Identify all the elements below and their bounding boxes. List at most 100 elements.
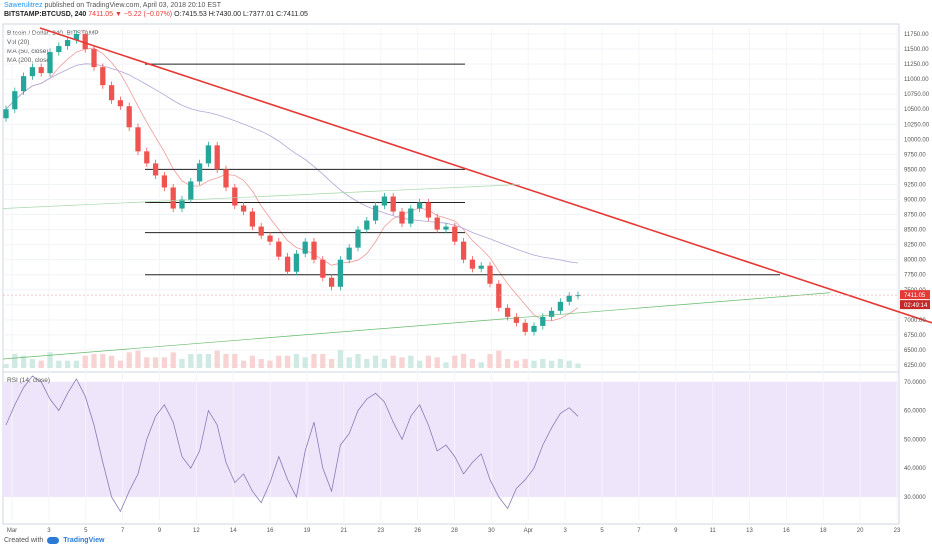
candle-body [258,226,264,236]
price-tick-label: 8500.00 [904,228,926,234]
candle-body [293,253,300,272]
indicator-legend: Bitcoin / Dollar, 240, BITSTAMP Vol (20)… [7,29,99,65]
volume-bar [443,362,449,368]
candle-body [12,91,18,110]
volume-bar [425,355,432,368]
time-tick-label: 28 [451,528,458,534]
candle-body [513,316,520,323]
candle-body [504,307,511,317]
author-link[interactable]: Sawerulitrez [4,2,43,9]
ma200-line [5,63,579,264]
volume-bar [161,357,168,368]
volume-bar [320,354,326,368]
candle-body [390,196,396,212]
candle-body [443,226,449,230]
time-tick-label: 21 [341,528,348,534]
candle-body [469,259,476,269]
candle-body [408,208,414,224]
time-tick-label: 20 [857,528,864,534]
rsi-tick-label: 50.0000 [904,437,926,443]
volume-bar [469,359,476,368]
candle-body [320,259,326,278]
candle-body [205,145,212,164]
volume-bar [293,354,300,368]
volume-bar [452,355,458,368]
volume-bar [179,359,185,368]
volume-bar [152,357,159,368]
volume-bar [496,350,502,368]
rsi-band [3,381,899,497]
candle-body [284,256,291,272]
footer-brand[interactable]: TradingView [63,537,105,544]
candle-body [487,265,493,284]
volume-bar [196,354,203,368]
candle-body [399,211,405,224]
candle-body [531,325,537,332]
legend-main: Bitcoin / Dollar, 240, BITSTAMP [7,30,99,37]
time-tick-label: 3 [47,528,51,534]
candle-body [73,34,80,41]
candle-body [416,202,423,209]
volume-bar [47,352,53,368]
time-tick-label: 9 [158,528,162,534]
price-tick-label: 10750.00 [904,92,930,98]
volume-bar [381,359,388,368]
candle-body [38,67,44,74]
volume-bar [82,355,88,368]
candle-body [152,163,159,176]
footer: Created with TradingView [4,537,104,544]
volume-bar [276,355,282,368]
price-tick-label: 10500.00 [904,107,930,113]
volume-bar [513,360,520,368]
price-tick-label: 8750.00 [904,213,926,219]
descending-trendline [39,27,932,324]
time-tick-label: 5 [600,528,604,534]
time-tick-label: 23 [377,528,384,534]
volume-bar [364,359,370,368]
volume-bar [337,350,344,368]
rising-support-line [2,184,521,209]
price-tick-label: 7750.00 [904,273,926,279]
candle-body [126,106,132,128]
candle-body [223,169,229,188]
volume-bar [460,354,467,368]
time-tick-label: 12 [193,528,200,534]
candle-body [434,217,440,230]
candle-body [267,235,273,242]
candle-body [64,40,71,47]
volume-bar [223,354,229,368]
candle-body [452,226,458,242]
candle-body [337,259,344,287]
candle-body [355,229,361,248]
time-tick-label: 30 [488,528,495,534]
volume-bar [540,359,546,368]
volume-bar [372,355,379,368]
candle-body [364,220,370,230]
candle-body [170,187,176,209]
volume-bar [487,354,493,368]
volume-bar [408,355,414,368]
time-tick-label: Apr [524,528,533,534]
volume-bar [38,360,44,368]
volume-bar [205,354,212,368]
volume-bar [108,355,115,368]
volume-bar [56,360,62,368]
price-tick-label: 11250.00 [904,62,929,68]
candle-body [3,109,9,119]
last-price-text: 7411.05 [904,293,926,299]
price-tick-label: 7000.00 [904,318,926,324]
price-tick-label: 11000.00 [904,77,929,83]
volume-bar [188,354,194,368]
publish-text: published on TradingView.com, April 03, … [42,2,222,9]
countdown-tag [900,300,930,310]
price-tick-label: 8250.00 [904,243,926,249]
tradingview-logo-icon [47,537,60,544]
time-tick-label: 3 [563,528,567,534]
legend-ma200: MA (200, close) [7,57,53,64]
price-tick-label: 6750.00 [904,333,926,339]
candle-body [161,175,168,188]
time-tick-label: 7 [637,528,641,534]
candle-body [460,241,467,260]
candle-body [522,322,528,332]
